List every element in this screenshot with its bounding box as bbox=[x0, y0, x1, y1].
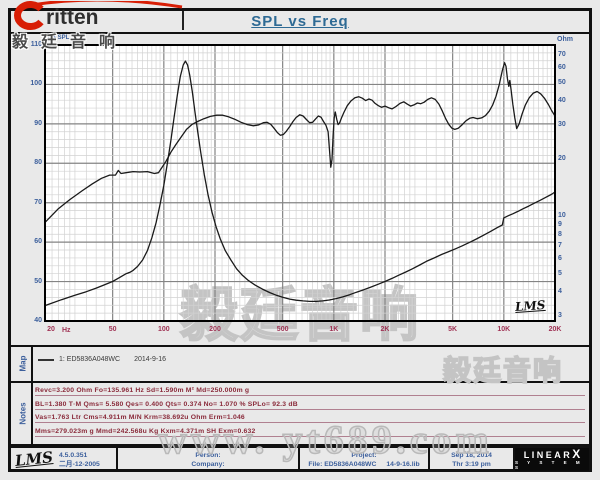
axis-tick: 20 bbox=[558, 154, 566, 162]
ts-parameter-line: Mms=279.023m g Mmd=242.568u Kg Kxm=4.371… bbox=[35, 428, 585, 437]
plot-background bbox=[45, 45, 555, 321]
axis-tick: 60 bbox=[34, 238, 42, 246]
footer-datetime-cell: Sep 18, 2014 Thr 3:19 pm bbox=[430, 448, 515, 471]
header-separator bbox=[182, 11, 184, 30]
axis-tick: 10 bbox=[558, 212, 566, 220]
project-label: Project: bbox=[351, 451, 377, 459]
axis-tick: 7 bbox=[558, 241, 562, 249]
axis-tick: 60 bbox=[558, 63, 566, 71]
footer-person-cell: Person: Company: bbox=[118, 448, 300, 471]
lms-chart-signature: LMS bbox=[514, 297, 546, 315]
axis-tick: 90 bbox=[34, 119, 42, 127]
notes-label-column: Notes bbox=[11, 383, 33, 444]
axis-tick: 200 bbox=[209, 326, 221, 333]
footer-bar: LMS 4.5.0.351 二月-12-2005 Person: Company… bbox=[11, 446, 589, 471]
axis-tick: 9 bbox=[558, 220, 562, 228]
axis-tick: 50 bbox=[558, 78, 566, 86]
linearx-systems-label: S Y S T E M S bbox=[515, 460, 584, 470]
axis-tick: 50 bbox=[34, 277, 42, 285]
axis-tick: 20K bbox=[548, 326, 562, 333]
axis-tick: 40 bbox=[34, 317, 42, 324]
axis-tick: 110 bbox=[30, 41, 42, 48]
y-left-axis-label: dB SPL bbox=[48, 35, 70, 41]
person-label: Person: bbox=[195, 451, 221, 459]
axis-tick: 5K bbox=[448, 326, 458, 333]
legend-date: 2014-9-16 bbox=[134, 356, 167, 363]
axis-tick: 100 bbox=[30, 80, 42, 88]
linearx-brand: LINEAR bbox=[523, 450, 573, 460]
notes-section-label: Notes bbox=[18, 401, 28, 425]
chart-legend: 1: ED5836A048WC 2014-9-16 bbox=[38, 356, 166, 363]
legend-line-swatch bbox=[38, 358, 54, 361]
map-section: Map 1: ED5836A048WC 2014-9-16 bbox=[11, 345, 589, 383]
axis-tick: 50 bbox=[108, 326, 117, 333]
ts-parameter-line: Vas=1.763 Ltr Cms=4.911m M/N Krm=38.692u… bbox=[35, 414, 585, 423]
ts-parameters: Revc=3.200 Ohm Fo=135.961 Hz Sd=1.590m M… bbox=[35, 387, 585, 441]
axis-tick: 500 bbox=[276, 326, 289, 333]
brand-logo: ritten 毅廷音响 bbox=[10, 0, 190, 51]
axis-tick: 5 bbox=[558, 269, 562, 277]
header-band bbox=[11, 11, 589, 34]
project-file: File: ED5836A048WC bbox=[308, 460, 377, 468]
app-version: 4.5.0.351 bbox=[58, 451, 88, 459]
axis-tick: 2K bbox=[380, 326, 390, 333]
axis-tick: 70 bbox=[558, 51, 566, 58]
ts-parameter-line: Revc=3.200 Ohm Fo=135.961 Hz Sd=1.590m M… bbox=[35, 387, 585, 396]
axis-tick: 20 bbox=[47, 326, 55, 333]
axis-tick: 8 bbox=[558, 230, 562, 238]
x-axis-unit-label: Hz bbox=[62, 327, 71, 334]
linearx-logo: LINEARX S Y S T E M S bbox=[515, 448, 589, 471]
linearx-brand-x: X bbox=[572, 447, 581, 461]
ts-parameter-line: BL=1.380 T·M Qms= 5.580 Qes= 0.400 Qts= … bbox=[35, 401, 585, 410]
lms-footer-logo: LMS bbox=[14, 448, 54, 470]
page-title: SPL vs Freq bbox=[251, 13, 349, 30]
map-label-column: Map bbox=[11, 347, 33, 381]
brand-swoosh-icon bbox=[14, 0, 183, 30]
axis-tick: 100 bbox=[157, 326, 170, 333]
axis-tick: 10K bbox=[497, 326, 511, 333]
report-time: Thr 3:19 pm bbox=[452, 460, 491, 468]
axis-tick: 3 bbox=[558, 312, 562, 319]
axis-tick: 30 bbox=[558, 121, 566, 129]
axis-tick: 70 bbox=[34, 198, 42, 206]
page-border bbox=[8, 8, 592, 472]
axis-tick: 6 bbox=[558, 254, 562, 262]
y-right-axis-label: Ohm bbox=[557, 36, 573, 43]
footer-project-cell: Project: File: ED5836A048WC 14-9-16.lib bbox=[300, 448, 430, 471]
legend-series-name: 1: ED5836A048WC bbox=[59, 356, 121, 363]
company-label: Company: bbox=[191, 460, 225, 468]
brand-wordmark: ritten bbox=[46, 6, 99, 29]
axis-tick: 80 bbox=[34, 159, 42, 167]
footer-version-cell: LMS 4.5.0.351 二月-12-2005 bbox=[11, 448, 118, 471]
project-lib: 14-9-16.lib bbox=[386, 460, 420, 468]
axis-tick: 1K bbox=[329, 326, 339, 333]
axis-tick: 40 bbox=[558, 97, 566, 105]
report-date: Sep 18, 2014 bbox=[451, 451, 492, 459]
notes-section: Notes Revc=3.200 Ohm Fo=135.961 Hz Sd=1.… bbox=[11, 383, 589, 446]
map-section-label: Map bbox=[18, 355, 28, 372]
app-version-date: 二月-12-2005 bbox=[58, 460, 100, 468]
brand-chinese-name: 毅廷音响 bbox=[12, 34, 129, 51]
axis-tick: 4 bbox=[558, 288, 562, 296]
